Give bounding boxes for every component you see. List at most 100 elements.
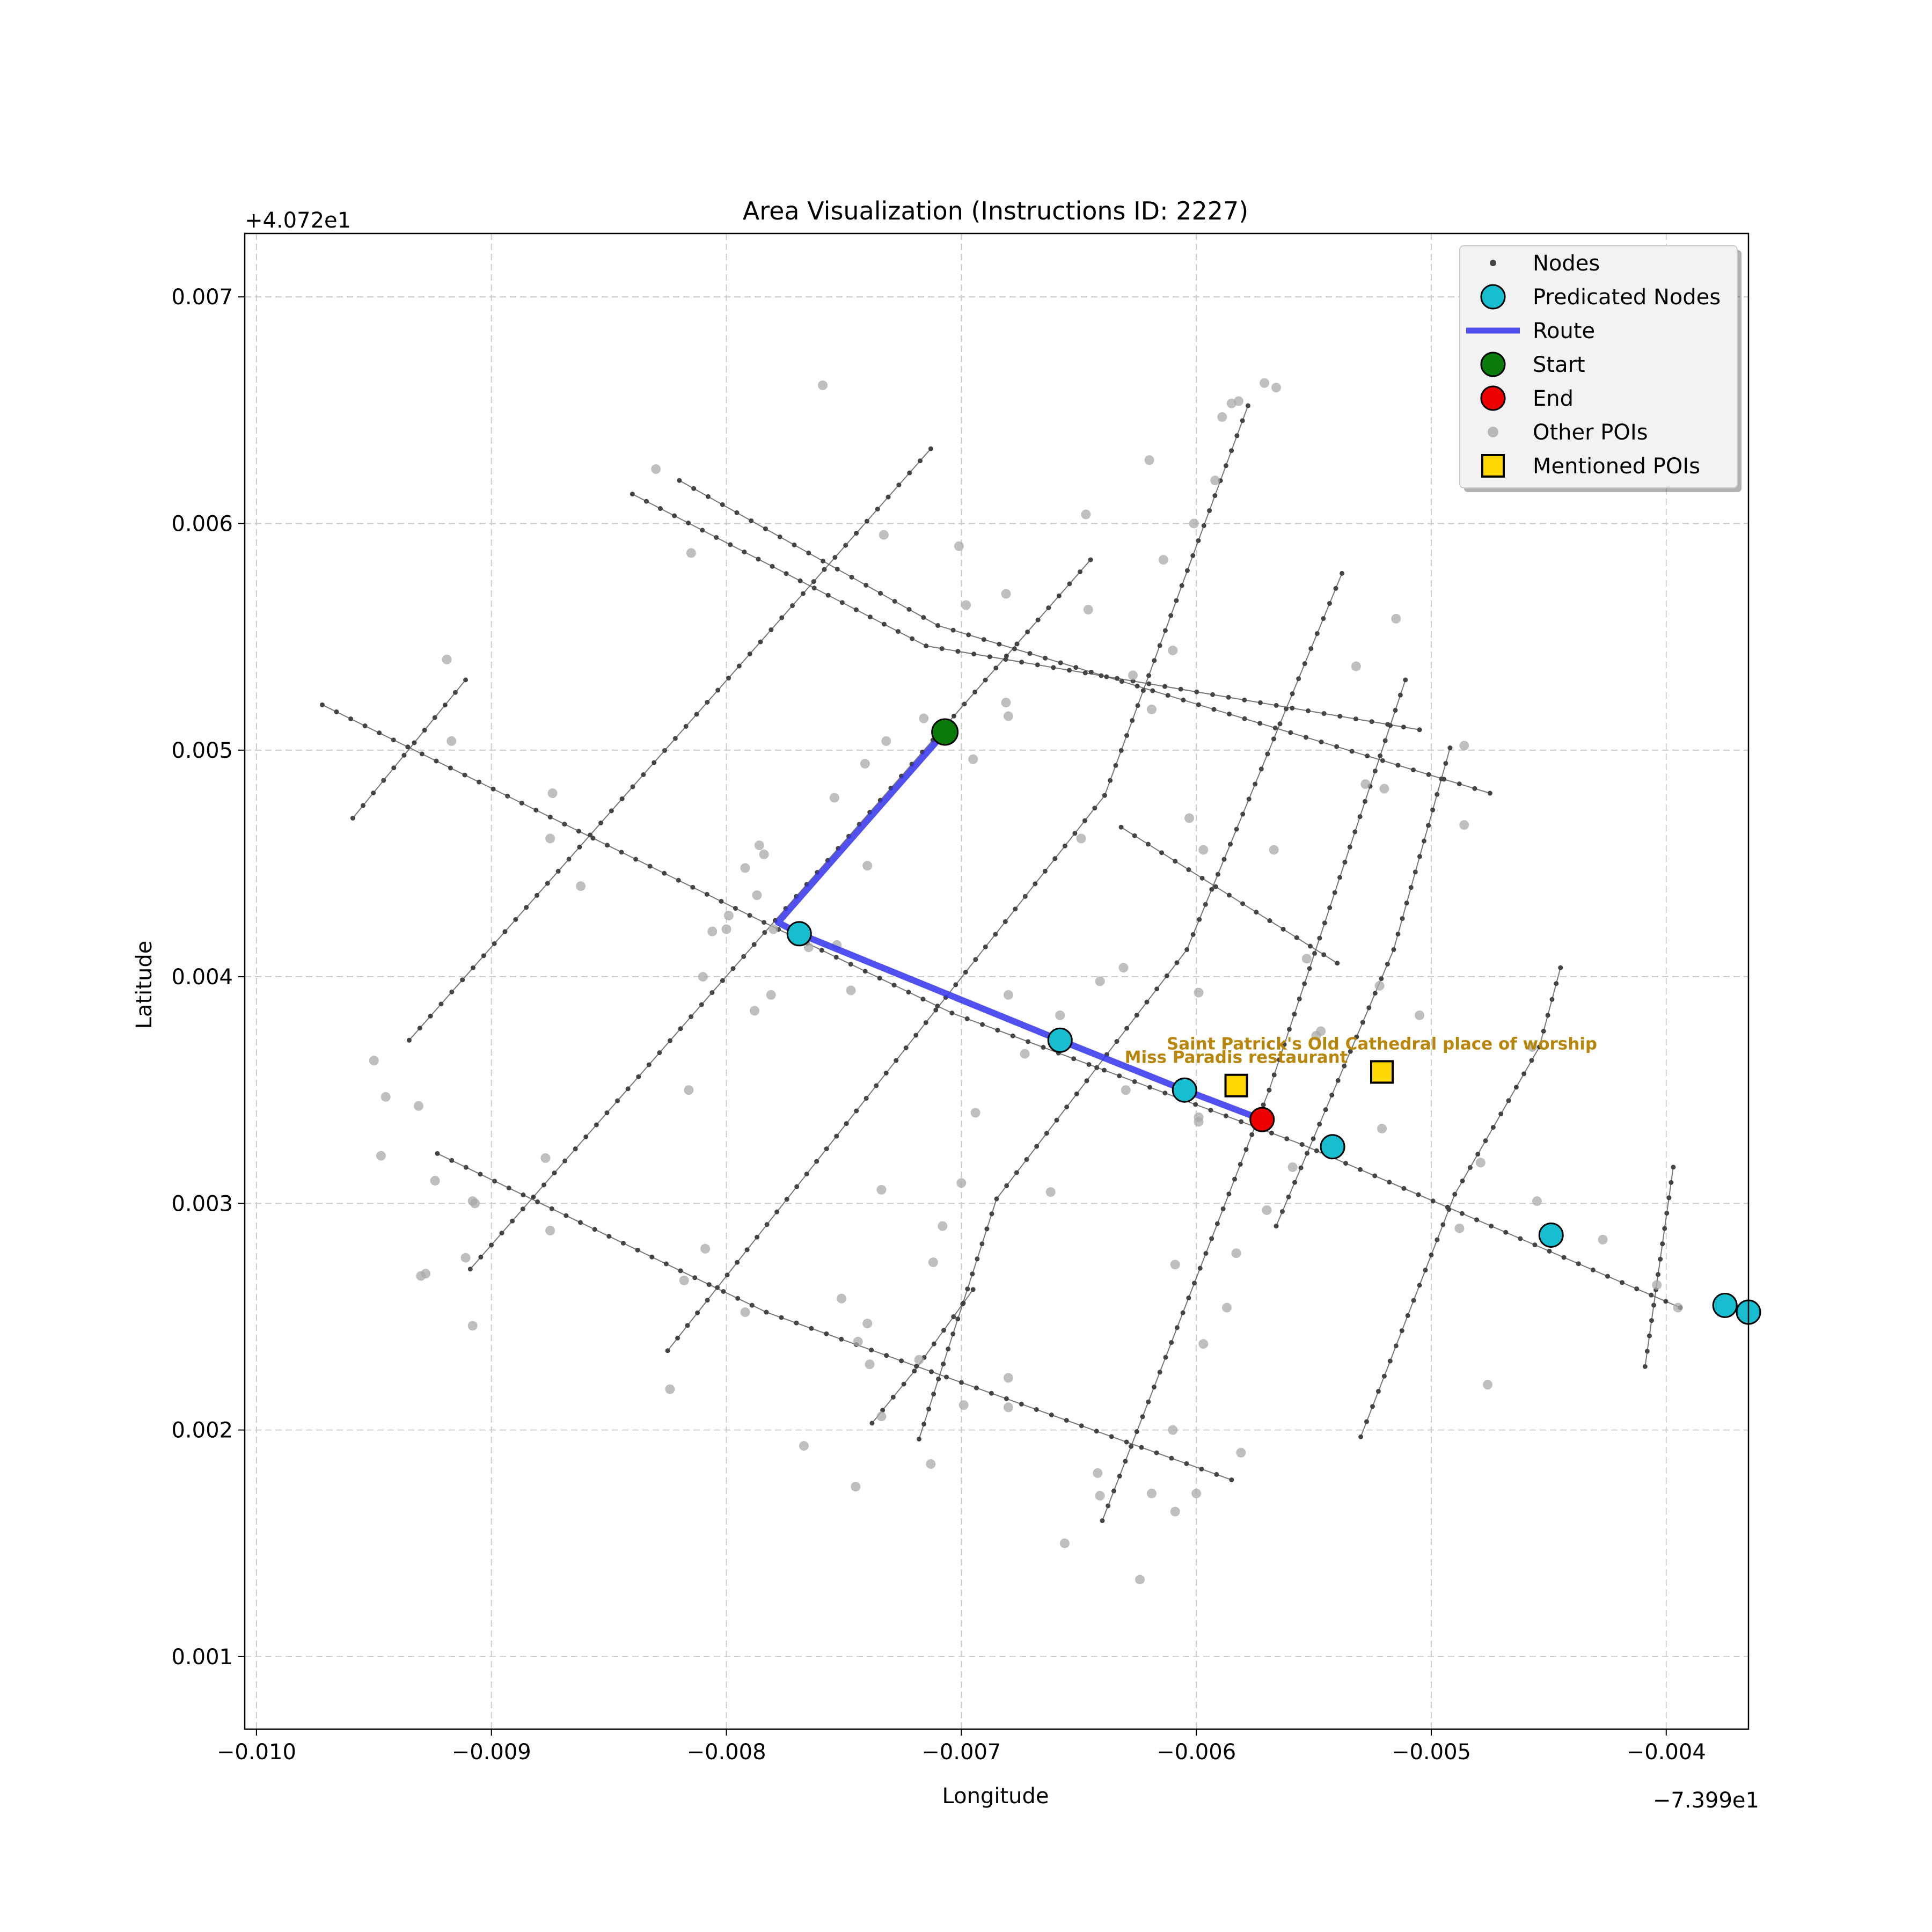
street-node bbox=[1272, 725, 1278, 730]
street-node bbox=[1532, 1242, 1538, 1248]
street-node bbox=[705, 1298, 710, 1303]
street-node bbox=[848, 962, 853, 967]
street-node bbox=[672, 736, 678, 741]
street-node bbox=[989, 1391, 994, 1396]
street-node bbox=[1605, 1274, 1610, 1279]
poi-marker bbox=[1118, 963, 1129, 973]
street-node bbox=[1099, 673, 1104, 678]
street-node bbox=[1056, 593, 1062, 598]
street-node bbox=[1307, 943, 1313, 949]
street-node bbox=[1340, 570, 1345, 576]
y-tick-label: 0.002 bbox=[171, 1418, 233, 1443]
street-node bbox=[636, 1074, 641, 1079]
street-node bbox=[502, 929, 508, 934]
street-node bbox=[1475, 1152, 1481, 1157]
street-node bbox=[1245, 403, 1250, 408]
street-node bbox=[348, 716, 354, 721]
street-node bbox=[481, 953, 486, 958]
street-node bbox=[1277, 1057, 1282, 1063]
street-node bbox=[419, 751, 425, 757]
street-node bbox=[662, 748, 668, 753]
street-node bbox=[1254, 910, 1259, 915]
street-node bbox=[547, 815, 553, 820]
street-node bbox=[920, 997, 926, 1002]
street-node bbox=[1124, 1026, 1130, 1031]
poi-marker bbox=[1269, 845, 1279, 855]
poi-marker bbox=[862, 861, 873, 871]
street-node bbox=[735, 1296, 741, 1301]
street-node bbox=[714, 535, 719, 540]
poi-marker bbox=[829, 793, 839, 803]
street-node bbox=[764, 1222, 770, 1227]
poi-marker bbox=[467, 1196, 478, 1206]
street-node bbox=[1280, 926, 1286, 932]
street-node bbox=[690, 884, 696, 890]
legend-nodes-marker bbox=[1490, 260, 1496, 266]
street-node bbox=[630, 784, 635, 789]
street-node bbox=[997, 641, 1002, 647]
street-node bbox=[1521, 1071, 1527, 1077]
poi-marker bbox=[651, 464, 661, 474]
street-node bbox=[843, 543, 848, 548]
street-node bbox=[1134, 1013, 1139, 1018]
street-node bbox=[1561, 1255, 1567, 1260]
street-node bbox=[824, 1146, 829, 1152]
street-node bbox=[381, 778, 386, 783]
legend-start-marker bbox=[1480, 352, 1506, 377]
street-node bbox=[1140, 1414, 1145, 1419]
street-node bbox=[1168, 613, 1174, 618]
poi-marker bbox=[1459, 820, 1469, 830]
legend: Nodes Predicated Nodes Route Start End O… bbox=[1459, 245, 1741, 492]
street-node bbox=[1335, 961, 1340, 966]
street-node bbox=[741, 954, 747, 959]
street-node bbox=[1203, 1251, 1209, 1256]
street-node bbox=[941, 1328, 946, 1333]
street-node bbox=[1646, 1333, 1652, 1338]
street-node bbox=[1034, 1407, 1039, 1412]
street-node bbox=[917, 1436, 922, 1441]
street-node bbox=[1226, 1191, 1232, 1197]
street-node bbox=[505, 793, 510, 799]
street-node bbox=[360, 803, 365, 808]
street-node bbox=[724, 1272, 730, 1278]
street-node bbox=[747, 652, 752, 657]
street-node bbox=[751, 942, 757, 947]
legend-route-label: Route bbox=[1533, 319, 1595, 343]
street-node bbox=[1334, 744, 1340, 749]
street-node bbox=[1423, 1268, 1428, 1273]
street-node bbox=[1146, 1399, 1151, 1404]
street-node bbox=[1664, 1211, 1670, 1216]
poi-marker bbox=[769, 924, 779, 934]
chart-title: Area Visualization (Instructions ID: 222… bbox=[743, 196, 1249, 225]
street-node bbox=[513, 917, 518, 922]
poi-marker bbox=[467, 1321, 478, 1331]
street-node bbox=[1490, 1125, 1496, 1130]
street-node bbox=[672, 513, 677, 518]
street-node bbox=[545, 881, 550, 886]
street-node bbox=[779, 1315, 784, 1320]
street-node bbox=[1379, 976, 1384, 982]
legend-nodes-label: Nodes bbox=[1533, 251, 1600, 276]
street-node bbox=[668, 1038, 673, 1043]
street-node bbox=[1277, 721, 1283, 727]
street-node bbox=[1357, 814, 1363, 819]
street-node bbox=[1135, 683, 1140, 689]
street-node bbox=[1498, 1111, 1504, 1117]
street-node bbox=[709, 990, 715, 996]
street-node bbox=[1360, 1020, 1365, 1025]
street-node bbox=[756, 557, 761, 562]
street-node bbox=[405, 744, 411, 750]
street-node bbox=[1271, 1072, 1277, 1078]
street-node bbox=[1243, 1147, 1249, 1152]
poi-marker bbox=[1236, 1447, 1246, 1458]
street-node bbox=[691, 486, 697, 491]
street-node bbox=[1370, 1404, 1375, 1409]
street-node bbox=[987, 654, 992, 660]
street-node bbox=[1435, 1237, 1440, 1242]
poi-marker bbox=[1128, 670, 1138, 680]
street-node bbox=[1174, 960, 1180, 965]
street-node bbox=[1184, 568, 1190, 573]
street-node bbox=[1145, 841, 1151, 847]
street-node bbox=[784, 1197, 789, 1202]
street-node bbox=[1378, 753, 1383, 758]
